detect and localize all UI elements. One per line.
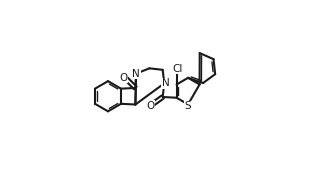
Text: N: N xyxy=(132,69,140,79)
Text: N: N xyxy=(162,78,170,88)
Text: O: O xyxy=(119,73,128,83)
Text: S: S xyxy=(185,101,191,111)
Text: Cl: Cl xyxy=(172,64,183,74)
Text: O: O xyxy=(146,101,154,111)
